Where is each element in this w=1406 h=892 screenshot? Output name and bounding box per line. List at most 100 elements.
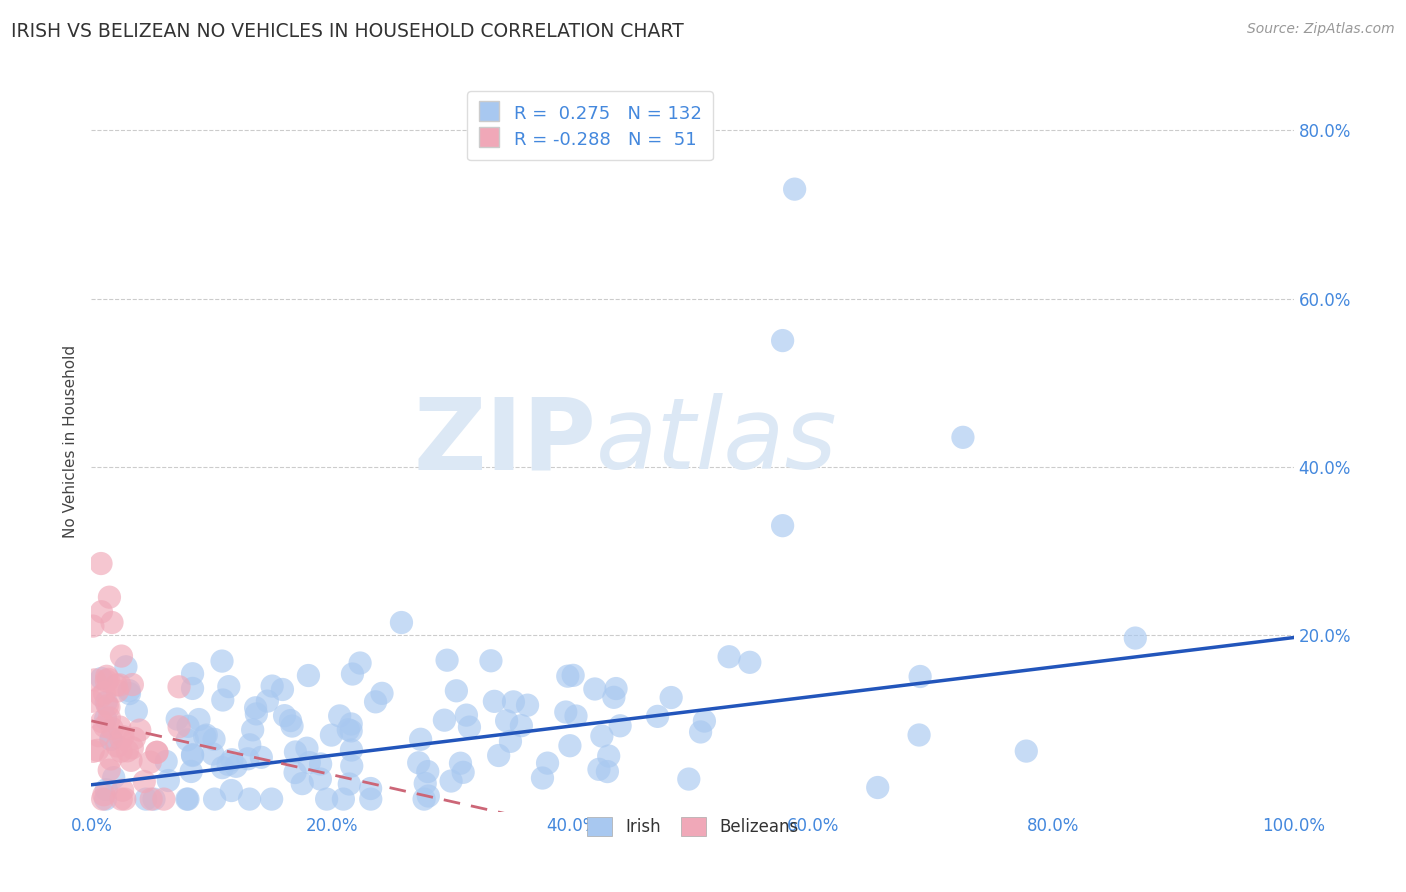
Point bbox=[262, 679, 284, 693]
Point bbox=[554, 705, 576, 719]
Text: Source: ZipAtlas.com: Source: ZipAtlas.com bbox=[1247, 22, 1395, 37]
Point bbox=[239, 738, 262, 752]
Point bbox=[418, 789, 440, 803]
Point bbox=[225, 759, 247, 773]
Point bbox=[531, 771, 554, 785]
Point bbox=[90, 605, 112, 619]
Point bbox=[340, 743, 363, 757]
Point bbox=[96, 673, 118, 688]
Point bbox=[167, 720, 190, 734]
Point bbox=[603, 690, 626, 705]
Point bbox=[115, 660, 138, 674]
Point bbox=[110, 744, 132, 758]
Point bbox=[605, 681, 627, 696]
Point bbox=[221, 753, 243, 767]
Point bbox=[91, 792, 114, 806]
Point bbox=[451, 765, 474, 780]
Point bbox=[110, 731, 132, 746]
Text: ZIP: ZIP bbox=[413, 393, 596, 490]
Point bbox=[177, 719, 200, 733]
Point bbox=[96, 698, 118, 713]
Point bbox=[211, 761, 233, 775]
Point bbox=[217, 757, 239, 772]
Point bbox=[120, 753, 142, 767]
Point bbox=[458, 720, 481, 734]
Point bbox=[291, 776, 314, 790]
Point bbox=[591, 729, 613, 743]
Point bbox=[340, 723, 363, 738]
Point bbox=[1015, 744, 1038, 758]
Point bbox=[90, 672, 112, 686]
Point bbox=[90, 557, 112, 571]
Point bbox=[309, 756, 332, 771]
Point bbox=[583, 681, 606, 696]
Point bbox=[364, 695, 387, 709]
Point bbox=[98, 590, 121, 604]
Point bbox=[693, 714, 716, 728]
Point bbox=[97, 700, 120, 714]
Point bbox=[181, 681, 204, 696]
Point bbox=[647, 709, 669, 723]
Point bbox=[97, 673, 120, 687]
Point bbox=[105, 739, 128, 753]
Point bbox=[952, 430, 974, 444]
Point bbox=[866, 780, 889, 795]
Point bbox=[201, 747, 224, 761]
Point bbox=[108, 720, 131, 734]
Point bbox=[360, 792, 382, 806]
Point bbox=[118, 683, 141, 698]
Point bbox=[260, 792, 283, 806]
Point bbox=[181, 747, 204, 762]
Point bbox=[360, 781, 382, 796]
Point bbox=[124, 731, 146, 746]
Point bbox=[298, 756, 321, 770]
Point bbox=[256, 694, 278, 708]
Point bbox=[738, 656, 761, 670]
Point bbox=[111, 783, 134, 797]
Point bbox=[609, 719, 631, 733]
Point bbox=[413, 792, 436, 806]
Point bbox=[135, 792, 157, 806]
Point bbox=[456, 708, 478, 723]
Point bbox=[100, 732, 122, 747]
Point bbox=[94, 712, 117, 726]
Point bbox=[242, 723, 264, 737]
Point bbox=[105, 684, 128, 698]
Point bbox=[105, 678, 128, 692]
Point bbox=[245, 706, 267, 721]
Point bbox=[409, 732, 432, 747]
Point bbox=[110, 792, 132, 806]
Point bbox=[245, 700, 267, 714]
Point bbox=[93, 686, 115, 700]
Point bbox=[157, 773, 180, 788]
Point bbox=[134, 774, 156, 789]
Point bbox=[143, 792, 166, 806]
Point bbox=[908, 669, 931, 683]
Point bbox=[408, 756, 430, 770]
Point bbox=[82, 744, 104, 758]
Point bbox=[96, 782, 118, 797]
Point bbox=[103, 771, 125, 785]
Point bbox=[281, 719, 304, 733]
Point bbox=[87, 729, 110, 743]
Point bbox=[236, 752, 259, 766]
Point bbox=[332, 792, 354, 806]
Point bbox=[689, 725, 711, 739]
Point bbox=[499, 734, 522, 748]
Point bbox=[90, 714, 112, 729]
Point bbox=[101, 722, 124, 736]
Point bbox=[783, 182, 806, 196]
Point bbox=[96, 695, 118, 709]
Point bbox=[502, 695, 524, 709]
Point bbox=[94, 792, 117, 806]
Point bbox=[510, 719, 533, 733]
Point bbox=[718, 649, 741, 664]
Point bbox=[484, 694, 506, 708]
Point bbox=[309, 772, 332, 786]
Point bbox=[121, 740, 143, 755]
Point bbox=[128, 723, 150, 737]
Point bbox=[772, 518, 794, 533]
Point bbox=[202, 732, 225, 747]
Point bbox=[557, 669, 579, 683]
Point bbox=[598, 749, 620, 764]
